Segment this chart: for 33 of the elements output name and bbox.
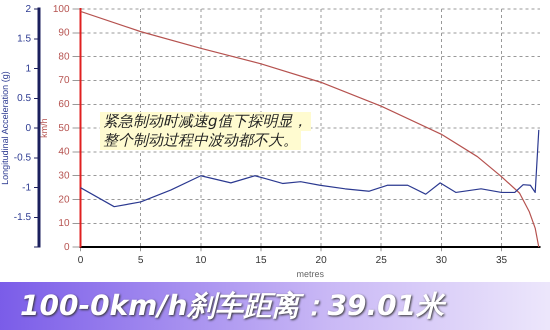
- y-tick-label: 0.5: [17, 93, 32, 104]
- y-tick-label: 0: [25, 122, 32, 134]
- y-tick-label: 1: [25, 63, 32, 74]
- y2-tick-label: 90: [58, 28, 70, 39]
- x-tick-label: 15: [255, 254, 267, 266]
- text: 100-0km/h刹车距离：39.01米: [0, 282, 550, 330]
- y-tick-label: 1.5: [17, 34, 32, 45]
- y-tick-label: -1.5: [14, 212, 32, 224]
- y2-tick-label: 50: [58, 122, 70, 134]
- x-tick-label: 10: [195, 254, 207, 266]
- y2-tick-label: 60: [58, 99, 70, 110]
- y2-tick-label: 20: [58, 194, 70, 206]
- x-tick-label: 35: [496, 254, 508, 266]
- x-tick-label: 30: [436, 254, 448, 266]
- y2-tick-label: 40: [58, 146, 70, 158]
- y2-tick-label: 10: [58, 218, 70, 230]
- annotation: 紧急制动时减速g值下探明显，: [100, 112, 311, 131]
- y2-tick-label: 30: [58, 170, 70, 182]
- y2-tick-label: 70: [58, 75, 70, 86]
- y2-tick-label: 80: [58, 51, 70, 62]
- x-tick-label: 20: [316, 254, 328, 266]
- y2-tick-label: 0: [64, 242, 70, 253]
- y-tick-label: -1: [22, 182, 32, 194]
- y2-tick-label: 100: [52, 4, 70, 15]
- annotation: 整个制动过程中波动都不大。: [100, 131, 301, 150]
- x-tick-label: 5: [138, 254, 144, 266]
- x-tick-label: 25: [376, 254, 388, 266]
- x-tick-label: 0: [78, 254, 84, 266]
- y-tick-label: -0.5: [14, 152, 32, 164]
- x-axis-title: metres: [296, 269, 325, 280]
- y-axis-title: Longitudinal Acceleration (g): [0, 71, 10, 185]
- y2-axis-title: km/h: [38, 118, 49, 138]
- y-tick-label: 2: [25, 4, 32, 15]
